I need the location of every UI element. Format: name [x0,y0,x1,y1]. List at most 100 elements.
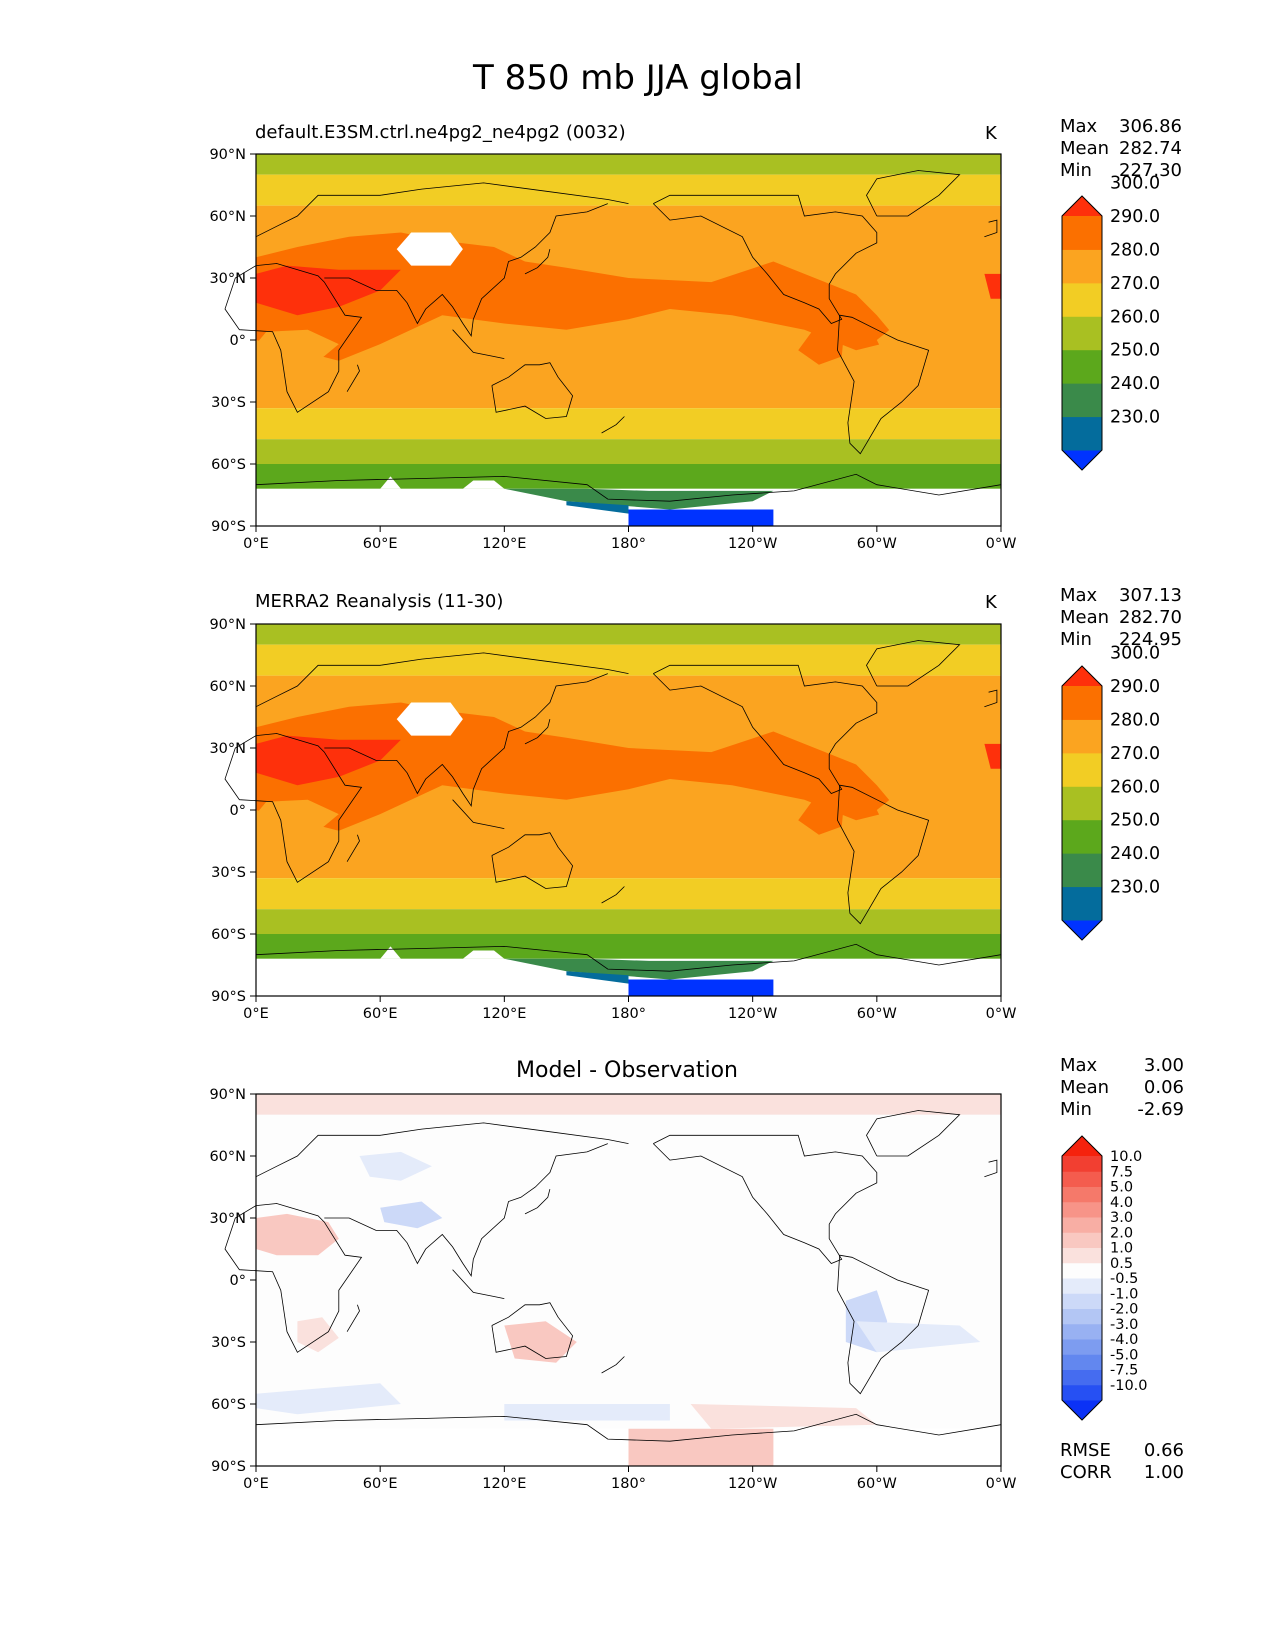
coastlines [224,640,1002,972]
stat-max: Max 3.00 [1060,1055,1184,1076]
colorbar-segment [1062,1171,1102,1187]
stat-mean: Mean 282.70 [1060,607,1182,628]
colorbar-segment [1062,1247,1102,1264]
colorbar-tick-label: 7.5 [1110,1164,1133,1180]
colorbar-segment [1062,1369,1102,1386]
panel-3-stats: Max 3.00 Mean 0.06 Min -2.69 [1060,1055,1184,1121]
x-tick-label: 0°E [243,536,269,552]
stat-max: Max 307.13 [1060,585,1182,606]
pole-230 [628,509,774,526]
colorbar-tick-label: -5.0 [1110,1347,1138,1363]
missing-notch [462,950,505,959]
y-tick-label: 30°S [211,1335,246,1351]
band-260 [256,624,1001,645]
colorbar-segment [1062,886,1102,921]
colorbar-tick-label: 230.0 [1110,878,1160,898]
arctic-warm [256,1094,1001,1115]
colorbar-tick-label: 0.5 [1110,1256,1133,1272]
australia-warm [504,1321,577,1363]
colorbar-tick-label: 2.0 [1110,1225,1133,1241]
y-tick-label: 60°S [211,457,246,473]
band-270 [256,408,1001,440]
x-tick-label: 60°E [363,536,398,552]
y-tick-label: 30°S [211,865,246,881]
stat-max: Max 306.86 [1060,116,1182,137]
colorbar-segment [1062,1384,1102,1401]
hot-300-edge [984,743,1001,769]
pole-230 [628,979,774,996]
band-270 [256,174,1001,206]
hot-300-edge [984,273,1001,299]
colorbar-segment [1062,216,1102,250]
colorbar-tick-label: 280.0 [1110,240,1160,260]
panel-3-extra-stats: RMSE 0.66 CORR 1.00 [1060,1440,1184,1484]
colorbar-tick-label: 290.0 [1110,207,1160,227]
y-tick-label: 0° [230,333,246,349]
x-tick-label: 120°E [482,1476,526,1492]
missing-tibet [396,702,463,736]
colorbar-tick-label: -7.5 [1110,1363,1138,1379]
colorbar-outline [1061,195,1103,471]
panel-2-units: K [985,592,997,613]
stat-corr: CORR 1.00 [1060,1462,1184,1483]
sam-290 [798,327,844,365]
colorbar-segment [1062,1262,1102,1279]
y-tick-label: 0° [230,803,246,819]
coastlines [224,1110,1002,1442]
colorbar-tick-label: 260.0 [1110,307,1160,327]
colorbar-segment [1062,1232,1102,1248]
colorbar-tick-label: -2.0 [1110,1302,1138,1318]
siberia-cool [359,1151,432,1181]
y-tick-label: 90°N [209,617,246,633]
colorbar-tick-label: 5.0 [1110,1180,1133,1196]
x-tick-label: 120°W [728,1006,777,1022]
x-tick-label: 0°W [986,1476,1017,1492]
stat-min: Min 227.30 [1060,160,1182,181]
colorbar-segment [1062,819,1102,854]
colorbar-tick-label: -1.0 [1110,1286,1138,1302]
y-tick-label: 60°N [209,679,246,695]
colorbar-tick-label: 270.0 [1110,744,1160,764]
colorbar-tick-label: 250.0 [1110,811,1160,831]
panel-2-colorbar: 230.0 240.0 250.0 260.0 270.0 280.0 290.0 300.0 [1061,644,1160,941]
colorbar-segment [1062,1156,1102,1172]
colorbar-segment [1062,1201,1102,1218]
stat-mean: Mean 282.74 [1060,138,1182,159]
band-260 [256,439,1001,464]
x-tick-label: 0°W [986,1006,1017,1022]
colorbar-segment [1062,1354,1102,1370]
colorbar-segment [1062,1136,1102,1156]
pole-warm [628,1428,774,1466]
panel-1-colorbar: 230.0 240.0 250.0 260.0 270.0 280.0 290.0 300.0 [1061,174,1160,471]
tibet-cool [380,1201,443,1229]
colorbar-segment [1062,450,1102,470]
missing-tibet [396,232,463,266]
sahara-warm [256,1213,339,1256]
colorbar-tick-label: 270.0 [1110,274,1160,294]
gulf-280 [256,329,339,365]
y-tick-label: 60°S [211,1397,246,1413]
shelf-230 [566,501,629,514]
colorbar-segment [1062,1186,1102,1203]
missing-notch [380,476,401,489]
x-tick-label: 0°E [243,1006,269,1022]
colorbar-tick-label: 230.0 [1110,408,1160,428]
band-250 [256,934,1001,959]
colorbar-outline [1061,665,1103,941]
panel-1-units: K [985,123,997,144]
stat-min: Min -2.69 [1060,1099,1184,1120]
colorbar-tick-label: 260.0 [1110,777,1160,797]
stat-min: Min 224.95 [1060,629,1182,650]
y-tick-label: 60°N [209,209,246,225]
colorbar-tick-label: 280.0 [1110,710,1160,730]
y-tick-label: 0° [230,1273,246,1289]
x-tick-label: 60°W [857,1006,897,1022]
x-tick-label: 120°E [482,536,526,552]
colorbar-segment [1062,1308,1102,1325]
colorbar-segment [1062,349,1102,384]
y-tick-label: 30°N [209,1211,246,1227]
colorbar-segment [1062,1400,1102,1420]
colorbar-segment [1062,1339,1102,1355]
colorbar-tick-label: -0.5 [1110,1271,1138,1287]
colorbar-segment [1062,920,1102,940]
